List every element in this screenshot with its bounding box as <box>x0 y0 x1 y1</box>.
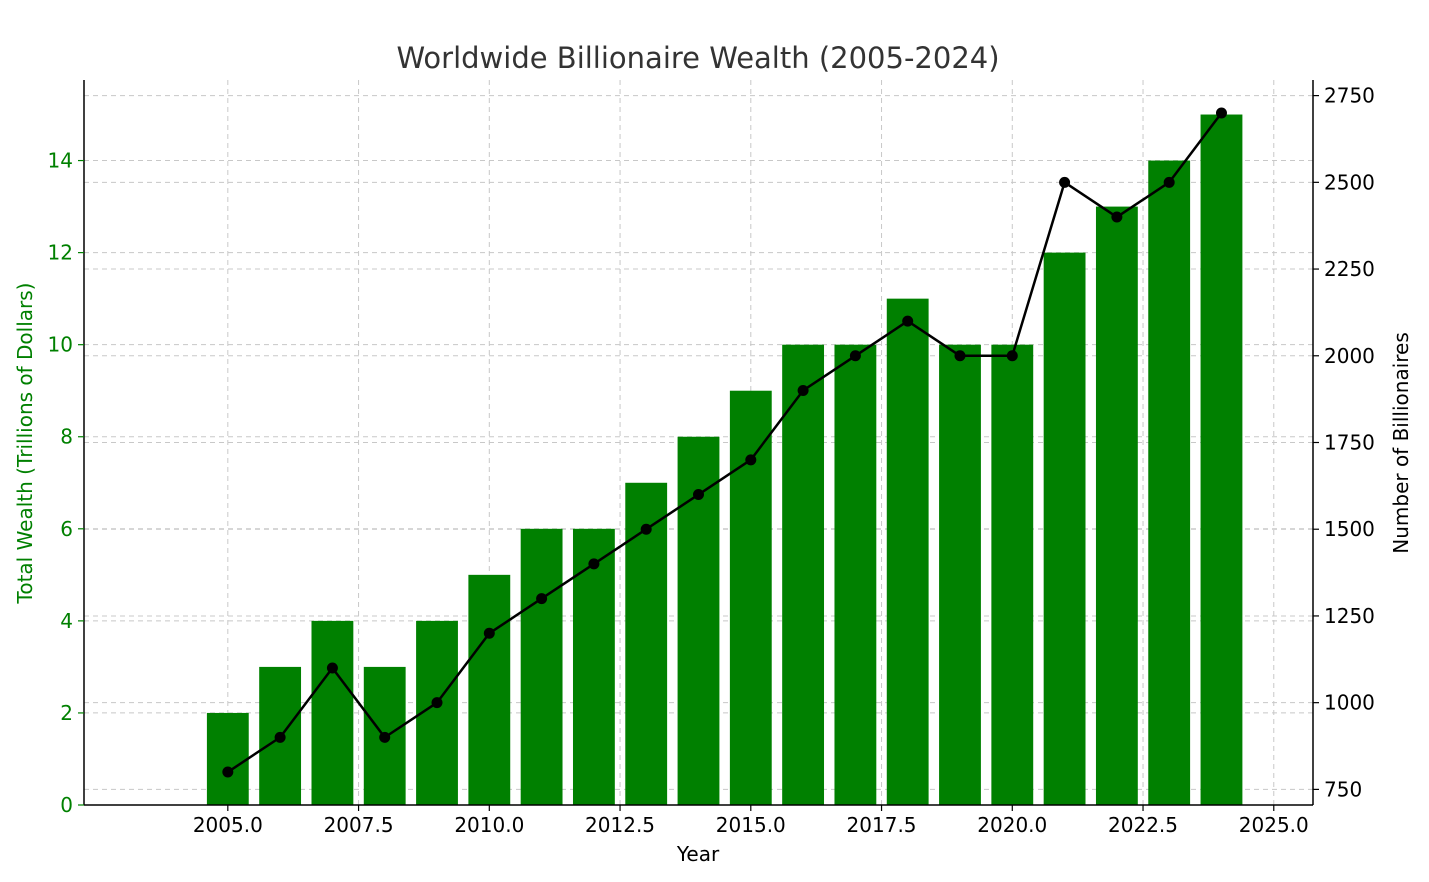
bar-2020 <box>991 344 1034 805</box>
x-tick-label-3: 2012.5 <box>585 813 655 837</box>
bar-2017 <box>834 344 877 805</box>
billionaires-point-2006 <box>274 731 286 743</box>
x-tick-label-2: 2010.0 <box>454 813 524 837</box>
billionaires-point-2018 <box>902 315 914 327</box>
bar-2021 <box>1043 252 1086 806</box>
bar-2010 <box>468 574 511 805</box>
bar-2013 <box>625 482 668 805</box>
billionaires-point-2016 <box>797 384 809 396</box>
y2-tick-label-6: 2250 <box>1324 257 1375 281</box>
y-tick-label-1: 2 <box>60 701 73 725</box>
x-tick-label-0: 2005.0 <box>193 813 263 837</box>
y2-tick-label-8: 2750 <box>1324 84 1375 108</box>
billionaires-point-2014 <box>693 489 704 501</box>
x-tick-label-7: 2022.5 <box>1108 813 1178 837</box>
y2-tick-label-7: 2500 <box>1324 170 1375 194</box>
y2-tick-label-2: 1250 <box>1324 604 1375 628</box>
bar-2024 <box>1200 114 1243 806</box>
billionaires-point-2024 <box>1215 107 1227 119</box>
y2-tick-label-5: 2000 <box>1324 344 1375 368</box>
bar-2019 <box>939 344 981 805</box>
bar-2005 <box>206 712 249 805</box>
y-tick-label-7: 14 <box>48 149 73 173</box>
chart-title: Worldwide Billionaire Wealth (2005-2024) <box>396 41 999 75</box>
y2-tick-label-3: 1500 <box>1324 517 1375 541</box>
x-tick-label-4: 2015.0 <box>716 813 786 837</box>
billionaires-point-2008 <box>379 731 391 743</box>
y-tick-label-4: 8 <box>60 425 73 449</box>
x-tick-label-5: 2017.5 <box>847 813 917 837</box>
y2-tick-label-0: 750 <box>1324 777 1362 801</box>
billionaires-point-2011 <box>536 593 548 605</box>
y-tick-label-6: 12 <box>48 241 73 265</box>
bars-layer <box>206 114 1243 806</box>
billionaires-point-2017 <box>849 350 861 362</box>
y-axis-label: Total Wealth (Trillions of Dollars) <box>13 283 37 605</box>
billionaires-point-2022 <box>1111 211 1123 223</box>
billionaires-point-2009 <box>431 697 443 709</box>
billionaires-point-2020 <box>1006 350 1018 362</box>
x-axis-label: Year <box>676 842 720 866</box>
y-tick-label-0: 0 <box>60 793 73 817</box>
bar-2015 <box>729 390 772 805</box>
bar-2011 <box>520 528 563 805</box>
y2-axis-label: Number of Billionaires <box>1389 332 1413 554</box>
axes-layer: 2005.0 2007.5 2010.0 2012.5 2015.0 2017.5 2020… <box>48 80 1375 837</box>
bar-2012 <box>572 528 615 805</box>
y-tick-label-2: 4 <box>60 609 73 633</box>
billionaires-point-2007 <box>326 662 338 674</box>
x-tick-label-6: 2020.0 <box>977 813 1047 837</box>
line-layer <box>222 107 1227 778</box>
bar-2016 <box>782 344 825 805</box>
billionaires-point-2013 <box>640 523 652 535</box>
billionaires-point-2019 <box>954 350 966 362</box>
billionaires-point-2015 <box>745 454 757 466</box>
billionaires-point-2023 <box>1163 176 1175 188</box>
billionaires-point-2021 <box>1059 176 1071 188</box>
x-tick-label-8: 2025.0 <box>1239 813 1309 837</box>
y-tick-label-3: 6 <box>60 517 73 541</box>
y2-tick-label-1: 1000 <box>1324 691 1375 715</box>
billionaires-point-2010 <box>483 627 495 639</box>
billionaires-line <box>227 112 1223 774</box>
bar-2007 <box>311 620 354 805</box>
x-tick-label-1: 2007.5 <box>324 813 394 837</box>
y-tick-label-5: 10 <box>48 333 73 357</box>
billionaires-point-2012 <box>588 558 600 570</box>
bar-2022 <box>1095 206 1138 806</box>
bar-2018 <box>886 298 929 805</box>
y2-tick-label-4: 1750 <box>1324 431 1375 455</box>
bar-2023 <box>1148 160 1191 806</box>
billionaires-point-2005 <box>222 766 234 778</box>
